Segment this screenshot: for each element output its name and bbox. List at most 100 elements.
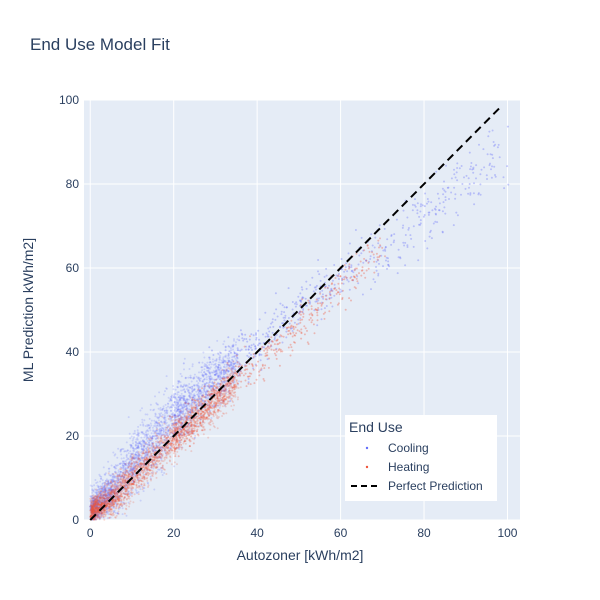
scatter-point (403, 244, 406, 247)
scatter-point (210, 385, 213, 388)
scatter-point (116, 473, 119, 476)
scatter-point (103, 518, 106, 521)
scatter-point (133, 432, 136, 435)
scatter-point (145, 447, 148, 450)
scatter-point (217, 375, 220, 378)
scatter-point (255, 336, 258, 339)
scatter-point (158, 391, 161, 394)
scatter-point (98, 500, 101, 503)
scatter-point (111, 506, 114, 509)
scatter-point (120, 498, 123, 501)
scatter-point (129, 455, 132, 457)
scatter-point (200, 400, 203, 403)
scatter-point (136, 458, 139, 461)
scatter-point (99, 501, 102, 504)
scatter-point (161, 421, 164, 424)
scatter-point (178, 398, 181, 401)
scatter-point (201, 373, 204, 376)
scatter-point (154, 395, 156, 398)
scatter-point (233, 355, 236, 358)
scatter-point (149, 403, 152, 406)
scatter-point (93, 508, 95, 511)
scatter-point (223, 363, 226, 366)
scatter-point (228, 365, 231, 368)
scatter-point (182, 418, 185, 421)
scatter-point (193, 388, 196, 391)
scatter-point (146, 443, 149, 446)
scatter-point (160, 441, 163, 444)
scatter-point (140, 443, 143, 446)
scatter-point (217, 364, 220, 366)
scatter-point (146, 413, 149, 416)
scatter-point (125, 514, 128, 517)
scatter-point (103, 499, 106, 502)
scatter-point (232, 408, 234, 411)
scatter-point (96, 504, 99, 507)
scatter-point (453, 168, 455, 171)
scatter-point (132, 468, 135, 470)
scatter-point (96, 514, 99, 517)
scatter-point (221, 369, 224, 371)
scatter-point (142, 439, 145, 442)
scatter-point (187, 376, 190, 379)
scatter-point (225, 412, 228, 415)
scatter-point (127, 464, 130, 467)
scatter-point (212, 369, 215, 372)
scatter-point (228, 357, 231, 359)
scatter-point (502, 176, 505, 179)
scatter-point (114, 476, 117, 479)
scatter-point (385, 256, 388, 259)
scatter-point (460, 165, 463, 167)
scatter-point (132, 479, 135, 482)
scatter-point (271, 318, 274, 321)
scatter-point (204, 401, 207, 404)
scatter-point (208, 381, 211, 384)
scatter-point (269, 326, 272, 329)
scatter-point (118, 496, 121, 498)
scatter-point (134, 443, 137, 446)
scatter-point (180, 375, 183, 378)
scatter-point (164, 426, 167, 429)
scatter-point (91, 510, 94, 512)
scatter-point (118, 479, 121, 482)
scatter-point (315, 300, 318, 303)
scatter-point (110, 511, 112, 514)
scatter-point (149, 455, 152, 458)
scatter-point (96, 506, 99, 509)
scatter-point (140, 431, 143, 434)
scatter-point (198, 379, 201, 382)
scatter-point (283, 319, 286, 322)
scatter-point (244, 333, 247, 336)
scatter-point (191, 402, 194, 404)
scatter-point (148, 456, 151, 459)
scatter-point (103, 499, 106, 502)
scatter-point (174, 397, 177, 400)
scatter-point (267, 327, 270, 330)
scatter-point (404, 241, 407, 244)
scatter-point (418, 215, 421, 218)
scatter-point (397, 248, 400, 251)
scatter-point (108, 492, 110, 495)
scatter-point (203, 365, 206, 367)
scatter-point (94, 503, 97, 506)
scatter-point (131, 472, 134, 475)
scatter-point (469, 192, 472, 195)
scatter-point (97, 485, 100, 488)
scatter-point (190, 435, 192, 438)
scatter-point (142, 442, 145, 445)
scatter-point (106, 490, 109, 493)
scatter-point (455, 171, 458, 174)
scatter-point (105, 495, 108, 498)
scatter-point (178, 380, 181, 383)
scatter-point (160, 434, 163, 437)
scatter-point (234, 368, 237, 371)
scatter-point (207, 382, 210, 385)
scatter-point (90, 504, 93, 507)
scatter-point (109, 482, 112, 485)
scatter-point (177, 446, 180, 449)
scatter-point (125, 502, 127, 505)
scatter-point (166, 426, 168, 429)
scatter-point (402, 241, 405, 244)
scatter-point (259, 342, 262, 345)
scatter-point (158, 412, 161, 415)
